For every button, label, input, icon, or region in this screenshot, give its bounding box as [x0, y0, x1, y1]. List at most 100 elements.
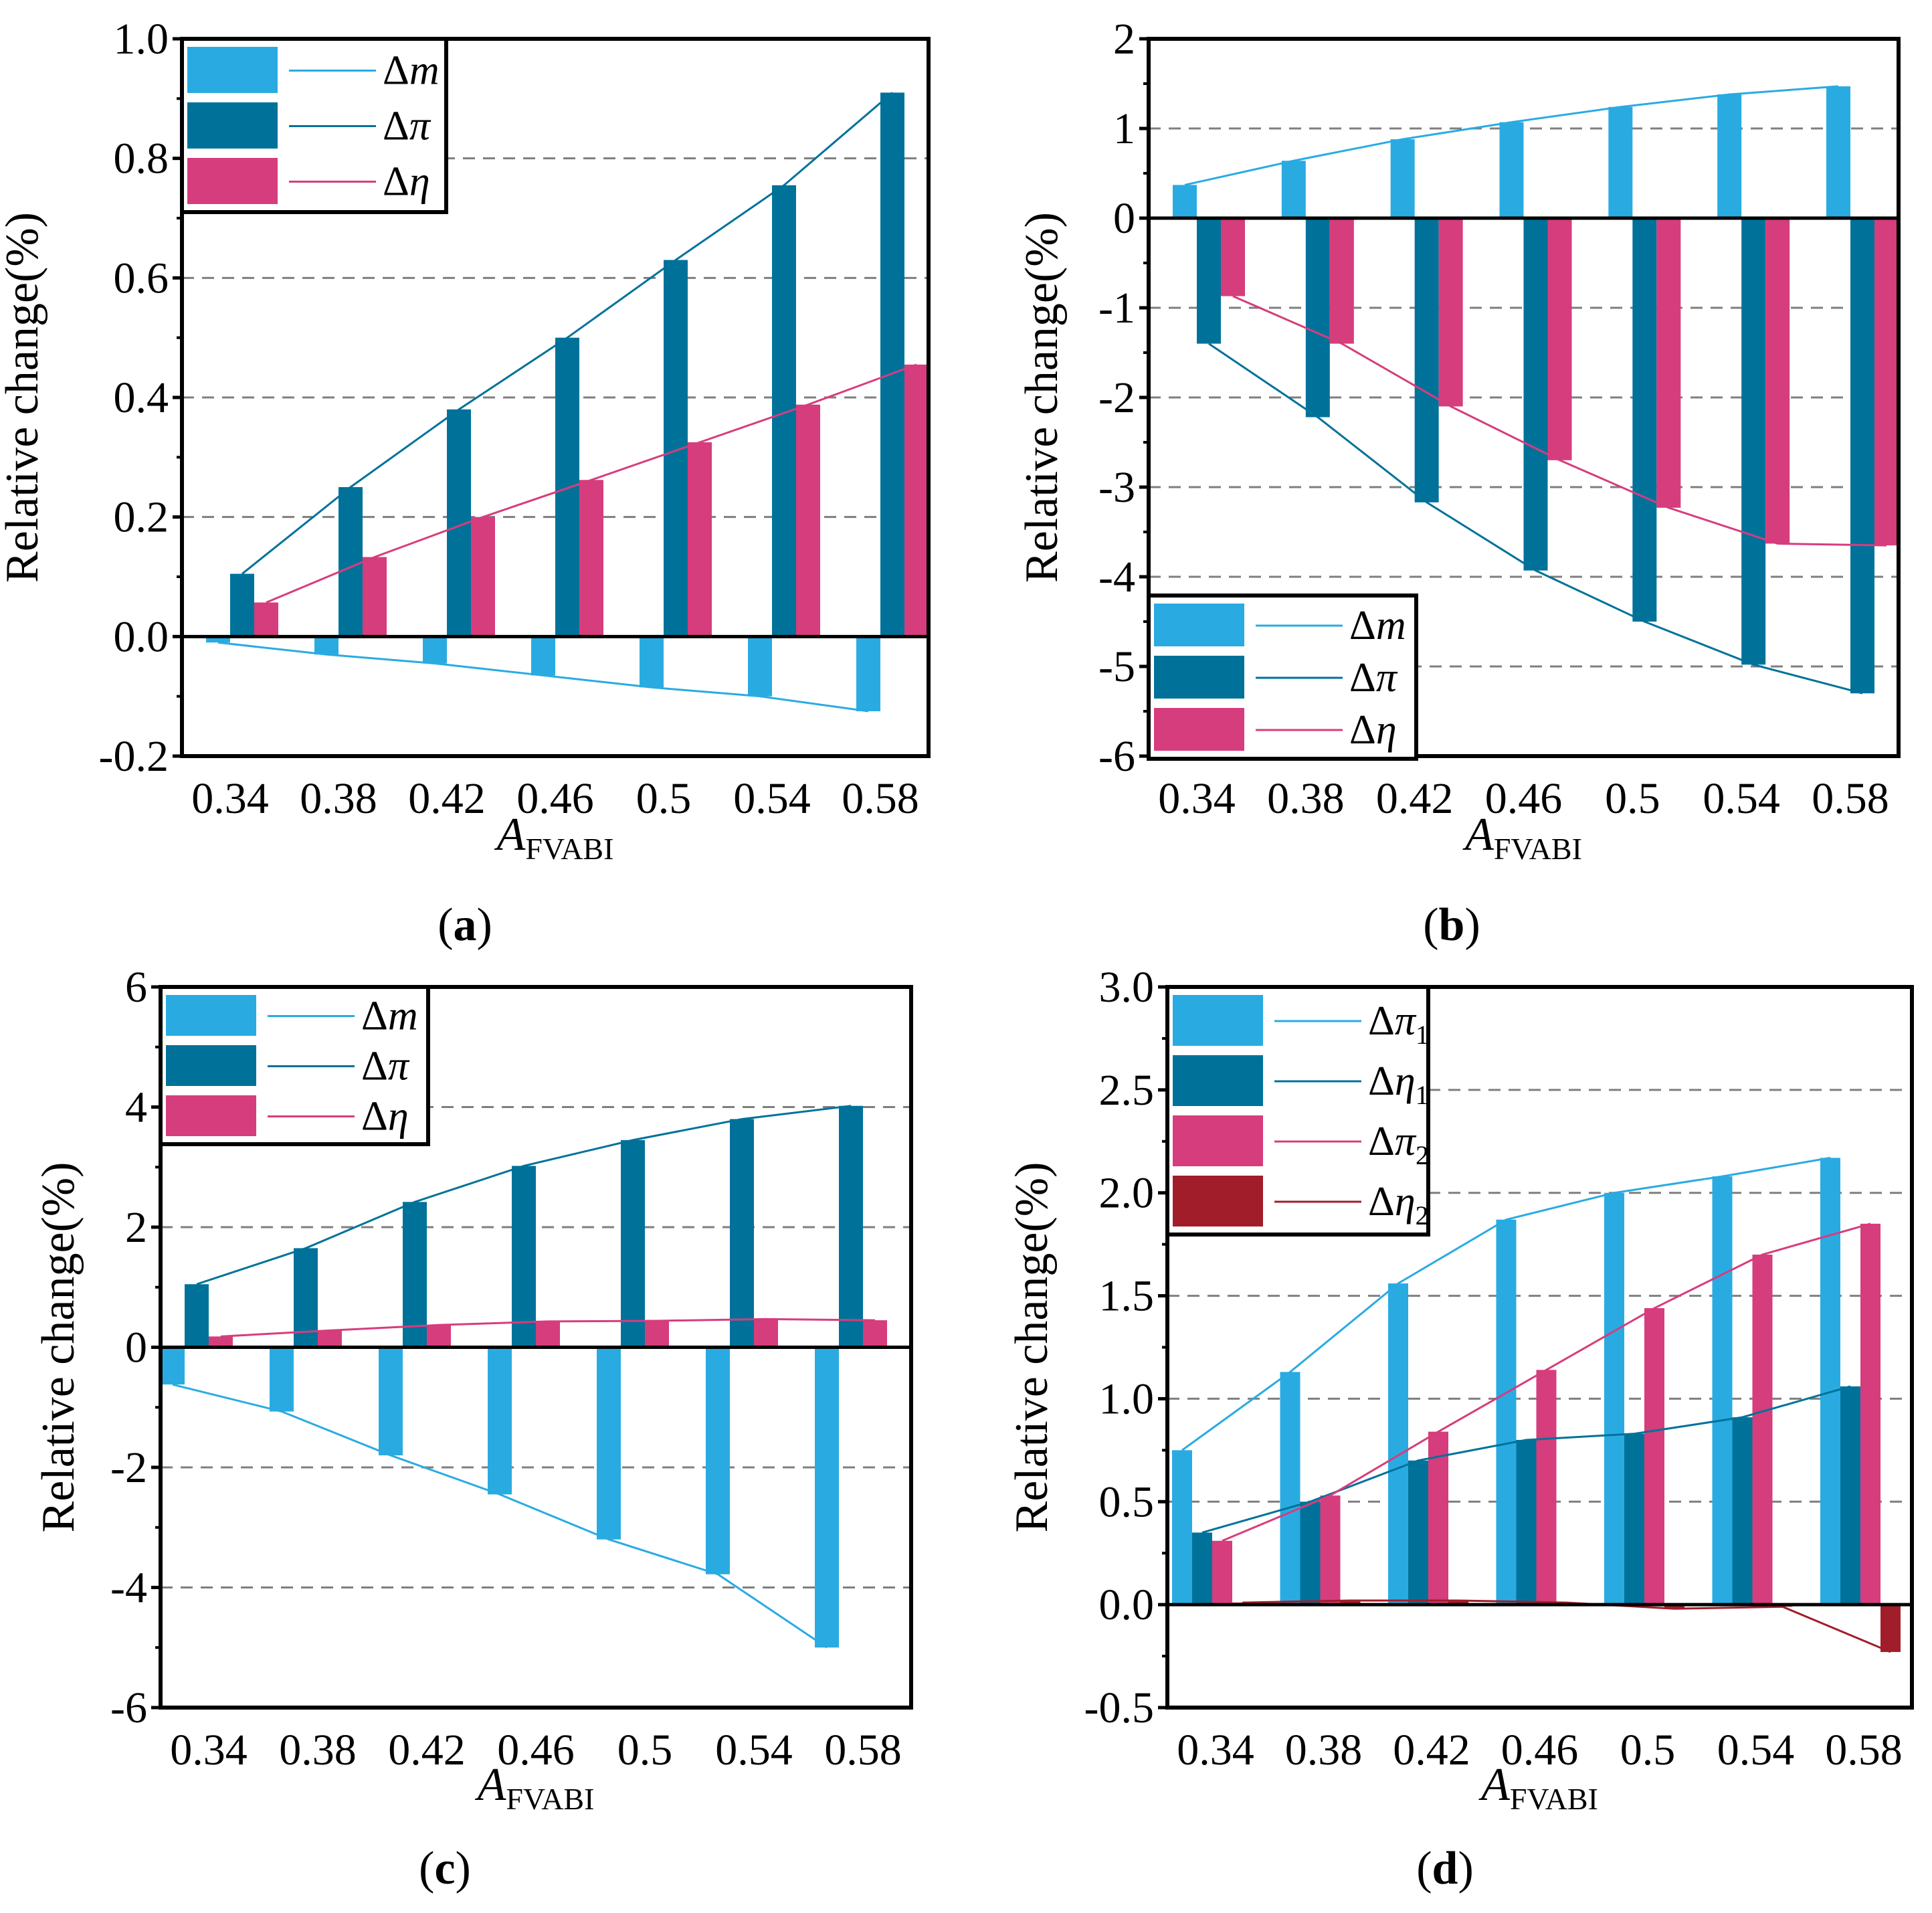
caption-letter: c — [434, 1843, 455, 1894]
y-tick-label: 2.0 — [1099, 1169, 1155, 1218]
y-tick-label: 0.8 — [114, 134, 169, 183]
bar-b-1-0 — [1197, 218, 1221, 344]
legend-swatch — [1154, 604, 1244, 646]
legend-delta: Δ — [1349, 707, 1376, 753]
bar-d-0-3 — [1496, 1219, 1517, 1605]
x-tick-label: 0.38 — [1285, 1726, 1363, 1774]
y-tick-label: -2 — [1098, 373, 1135, 422]
caption-close: ) — [477, 899, 492, 951]
bar-c-1-0 — [185, 1284, 209, 1348]
series-line-d-1 — [1201, 1385, 1851, 1534]
panel-d: -0.5 0.0 0.5 1.0 1.5 2.0 2.5 3.0 0.34 0.38 0.42 0.4… — [1006, 963, 1914, 1894]
x-tick-label: 0.54 — [1703, 774, 1780, 823]
x-tick-label: 0.42 — [388, 1726, 466, 1774]
x-axis-label-sub: FVABI — [506, 1782, 594, 1816]
panel-c: -6 -4 -2 0 2 4 6 0.34 0.38 0.42 0.46 0.5 0.54 0.58 Rel… — [33, 963, 913, 1894]
bar-a-0-4 — [640, 636, 664, 688]
bar-b-1-4 — [1632, 218, 1657, 622]
y-tick-label: -4 — [1098, 553, 1135, 602]
bar-d-1-5 — [1732, 1417, 1753, 1605]
bar-b-2-2 — [1438, 218, 1463, 407]
bar-a-2-4 — [688, 442, 712, 637]
legend-sub: 1 — [1416, 1080, 1429, 1110]
caption-open: ( — [419, 1843, 434, 1894]
y-tick-label: 0.2 — [114, 493, 169, 542]
caption-letter: a — [454, 899, 477, 951]
bar-a-0-3 — [531, 636, 555, 676]
legend-swatch — [187, 158, 278, 204]
legend-delta: Δ — [1349, 655, 1376, 701]
bar-b-1-2 — [1414, 218, 1439, 503]
panel-b: -6 -5 -4 -3 -2 -1 0 1 2 0.34 0.38 0.42 0.46 0.5 0.54 0.… — [1016, 15, 1901, 951]
legend-swatch — [1173, 1176, 1263, 1226]
bar-d-1-6 — [1840, 1386, 1860, 1605]
legend-swatch — [187, 102, 278, 149]
bar-c-0-6 — [815, 1347, 839, 1648]
bar-c-2-0 — [209, 1336, 233, 1348]
y-tick-label: -3 — [1098, 463, 1135, 512]
bar-b-0-3 — [1499, 122, 1524, 218]
legend-var: η — [1376, 707, 1397, 753]
bar-d-0-2 — [1388, 1283, 1408, 1605]
legend-label: Δη — [1349, 707, 1397, 753]
bar-c-1-6 — [839, 1105, 863, 1348]
bar-a-2-1 — [363, 557, 387, 637]
series-line-c-1 — [196, 1105, 852, 1285]
series-line-a-1 — [242, 92, 893, 575]
x-tick-label: 0.46 — [1485, 774, 1563, 823]
x-tick-label: 0.46 — [1501, 1726, 1579, 1774]
legend-var: m — [409, 48, 440, 94]
bar-d-2-2 — [1428, 1431, 1448, 1605]
bar-a-1-6 — [880, 92, 904, 637]
x-tick-label: 0.58 — [824, 1726, 902, 1774]
y-tick-label: 2 — [1113, 15, 1135, 64]
legend-label: Δm — [383, 48, 440, 94]
y-tick-label: -6 — [1098, 732, 1135, 781]
bar-b-0-1 — [1281, 161, 1306, 218]
bar-b-1-6 — [1850, 218, 1874, 694]
bar-a-2-0 — [254, 602, 278, 637]
series-line-b-2 — [1232, 295, 1887, 547]
x-tick-label: 0.5 — [1605, 774, 1660, 823]
x-axis-label-var: A — [494, 809, 526, 860]
bar-b-2-4 — [1656, 218, 1681, 508]
y-tick-label: 0.0 — [1099, 1580, 1155, 1629]
y-tick-label: 0.6 — [114, 254, 169, 302]
legend-var: m — [388, 994, 418, 1039]
y-axis-label: Relative change(%) — [1006, 1162, 1058, 1533]
bar-c-2-5 — [754, 1319, 778, 1348]
x-tick-label: 0.38 — [279, 1726, 357, 1774]
panel-caption: (b) — [1423, 899, 1480, 951]
bar-b-1-3 — [1523, 218, 1548, 571]
y-tick-label: -1 — [1098, 284, 1135, 333]
bar-c-0-3 — [488, 1347, 512, 1495]
x-axis-label: AFVABI — [1462, 809, 1582, 866]
bar-c-2-2 — [427, 1325, 451, 1348]
bar-b-0-0 — [1173, 185, 1197, 218]
x-tick-label: 0.54 — [1717, 1726, 1795, 1774]
x-tick-label: 0.38 — [300, 774, 377, 823]
series-line-d-2 — [1222, 1222, 1871, 1542]
bar-c-1-3 — [512, 1166, 536, 1348]
legend-sub: 2 — [1416, 1140, 1429, 1170]
legend-swatch — [166, 1045, 256, 1086]
bar-d-0-6 — [1820, 1158, 1840, 1605]
bar-d-1-3 — [1516, 1439, 1537, 1605]
legend-var: m — [1376, 603, 1406, 648]
x-tick-label: 0.42 — [1376, 774, 1454, 823]
bar-c-0-1 — [270, 1347, 294, 1412]
x-tick-label: 0.58 — [842, 774, 919, 823]
bar-a-0-5 — [748, 636, 772, 697]
x-axis-label-sub: FVABI — [1510, 1782, 1598, 1816]
caption-close: ) — [456, 1843, 471, 1894]
caption-letter: b — [1439, 899, 1465, 951]
caption-close: ) — [1464, 899, 1480, 951]
caption-letter: d — [1432, 1843, 1458, 1894]
bar-d-2-4 — [1644, 1308, 1664, 1605]
bar-b-0-4 — [1608, 106, 1633, 218]
y-tick-label: 1 — [1113, 104, 1135, 153]
